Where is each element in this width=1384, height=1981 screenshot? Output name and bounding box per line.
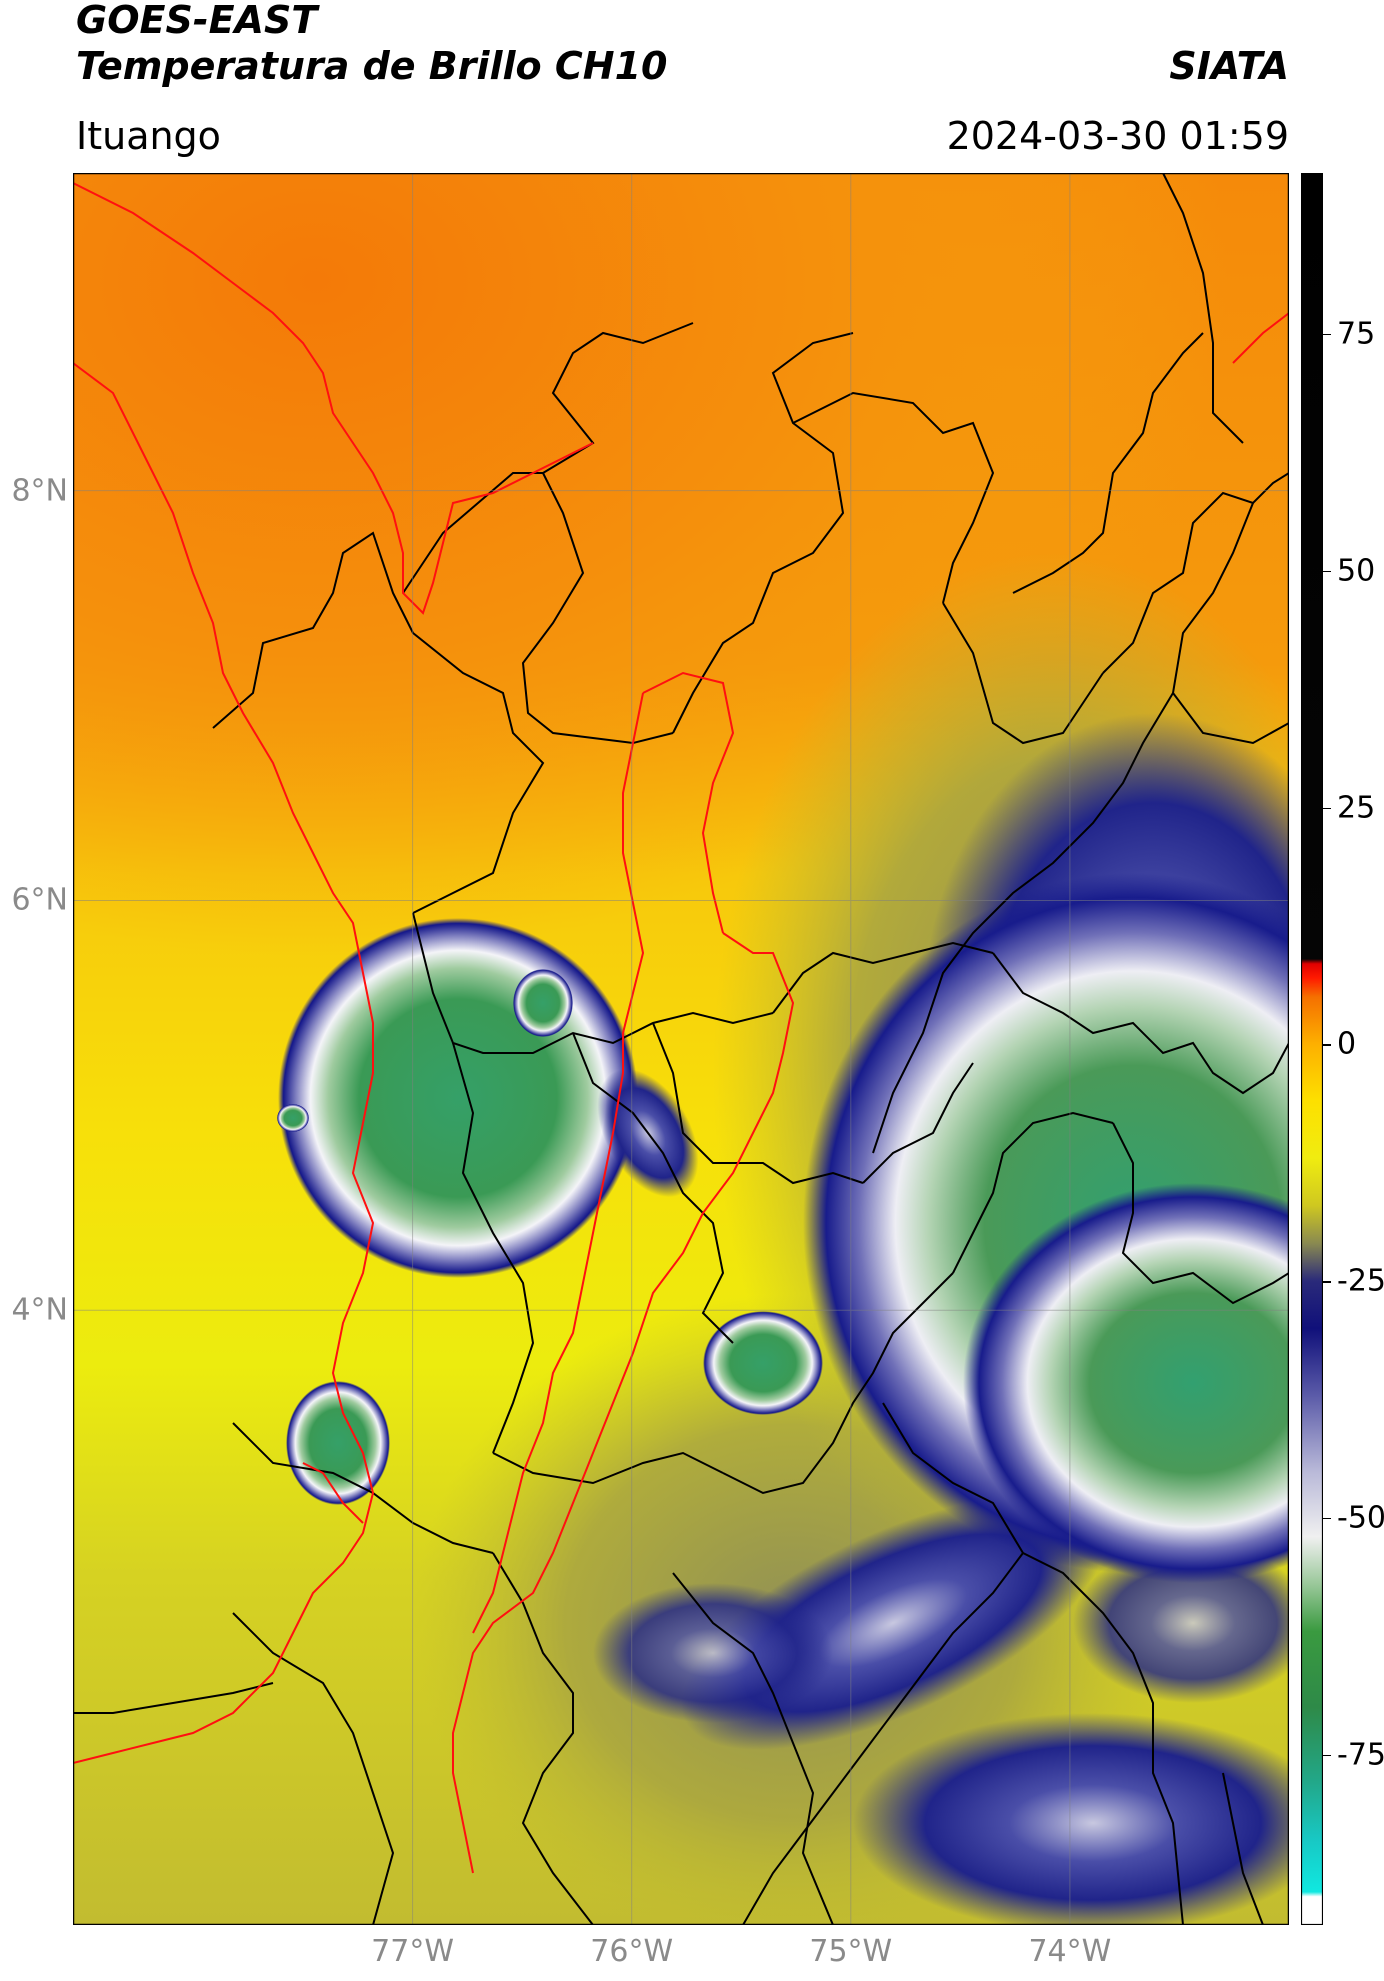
- coast-borders: [73, 182, 1289, 1874]
- colorbar-tick-mark: [1323, 1754, 1331, 1757]
- region-label: Ituango: [76, 114, 221, 158]
- lon-tick-label: 75°W: [809, 1934, 893, 1969]
- colorbar-tick-label: 25: [1337, 790, 1376, 825]
- storm-west-small: [513, 969, 573, 1037]
- lat-tick-label: 6°N: [11, 882, 68, 918]
- storm-west: [278, 918, 638, 1278]
- cloud-band-south-3: [593, 1583, 833, 1723]
- admin-borders: [73, 173, 1289, 1925]
- cloud-band-south-2: [853, 1713, 1289, 1925]
- colorbar-tick-mark: [1323, 1281, 1331, 1283]
- storm-tiny-1: [277, 1104, 309, 1132]
- storm-central: [703, 1311, 823, 1415]
- colorbar-tick-mark: [1323, 1517, 1331, 1520]
- lat-tick-label: 4°N: [11, 1292, 68, 1328]
- colorbar-tick-mark: [1323, 333, 1331, 336]
- colorbar-tick-mark: [1323, 570, 1331, 573]
- timestamp-label: 2024-03-30 01:59: [946, 114, 1289, 158]
- storm-coast-south: [286, 1381, 390, 1505]
- lat-tick-label: 8°N: [11, 473, 68, 509]
- colorbar-tick-mark: [1323, 807, 1331, 809]
- colorbar-fill: [1301, 173, 1323, 1925]
- lon-tick-label: 76°W: [590, 1934, 674, 1969]
- colorbar-frame: [1301, 173, 1323, 1925]
- colorbar-tick-label: -50: [1337, 1500, 1384, 1536]
- brightness-temperature-map: [73, 173, 1289, 1925]
- satellite-title: GOES-EAST: [76, 0, 318, 42]
- colorbar-tick-label: 75: [1337, 316, 1376, 352]
- colorbar-tick-label: 50: [1337, 553, 1376, 589]
- colorbar-tick-mark: [1323, 1044, 1331, 1046]
- product-title: Temperatura de Brillo CH10: [76, 44, 668, 88]
- lon-tick-label: 77°W: [371, 1934, 455, 1969]
- cloud-band-south-4: [1073, 1543, 1289, 1703]
- colorbar-tick-label: 0: [1337, 1026, 1357, 1062]
- colorbar-tick-label: -25: [1337, 1263, 1384, 1299]
- organization-label: SIATA: [1169, 44, 1289, 88]
- map-frame: [73, 173, 1289, 1925]
- gridlines: [73, 173, 1289, 1925]
- lon-tick-label: 74°W: [1028, 1934, 1112, 1969]
- temperature-colorbar: [1301, 173, 1323, 1925]
- colorbar-tick-label: -75: [1337, 1737, 1384, 1773]
